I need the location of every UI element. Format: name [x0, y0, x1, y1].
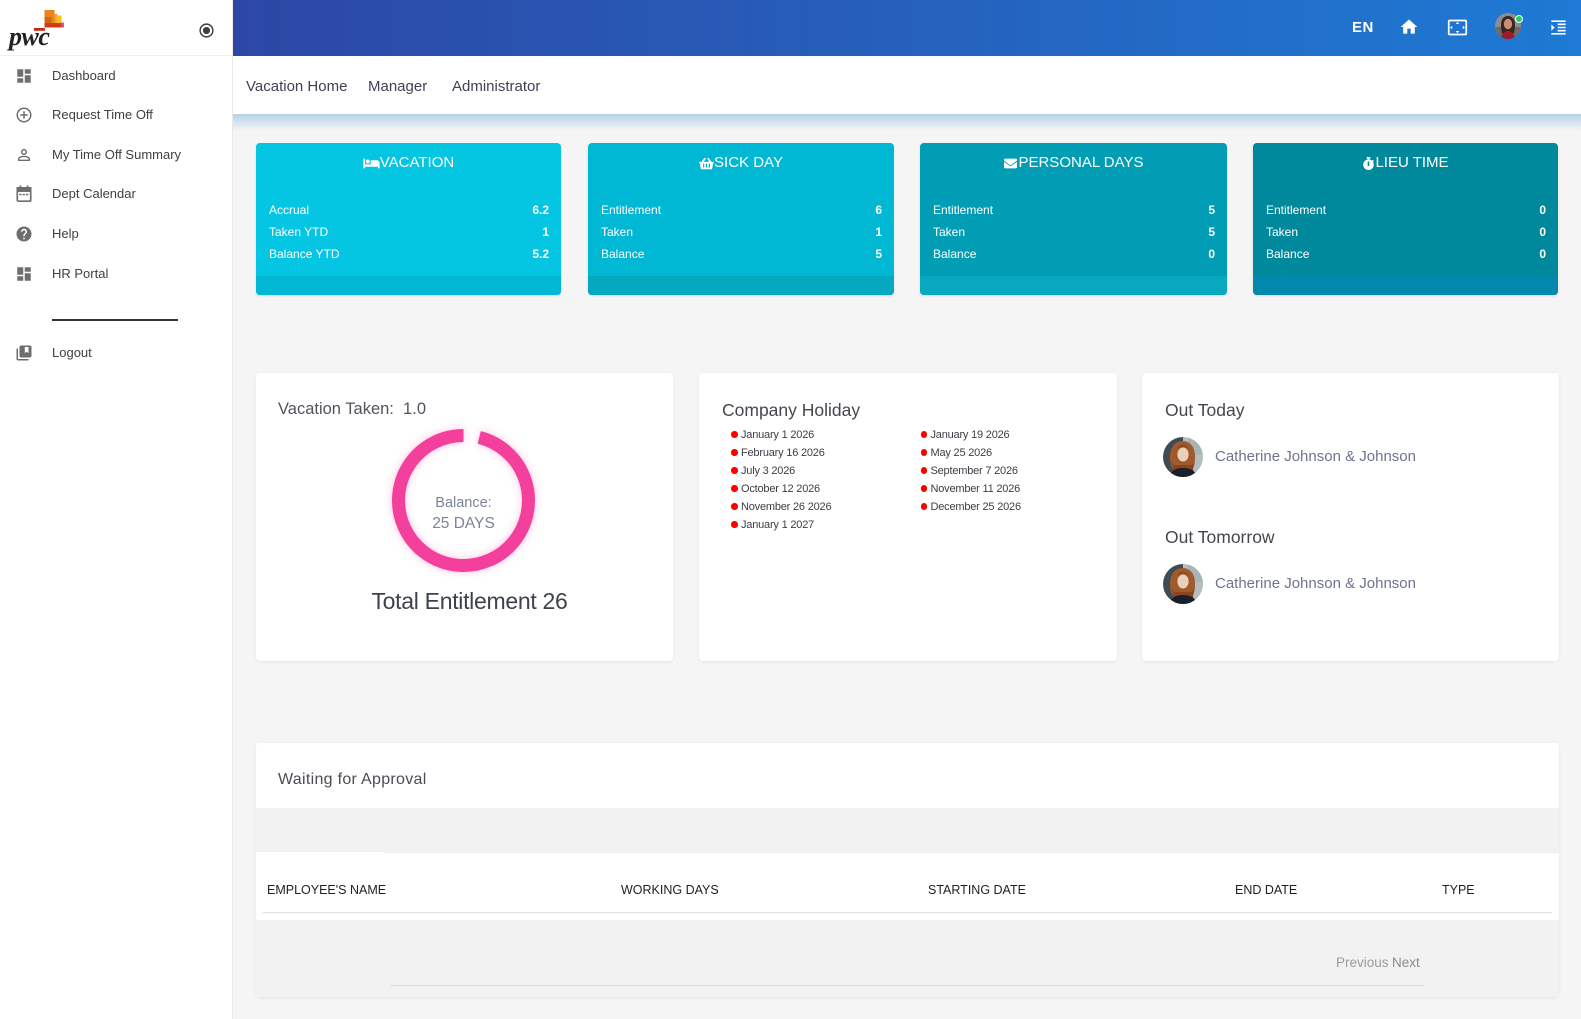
svg-text:Balance:: Balance: [435, 495, 491, 511]
svg-text:25 DAYS: 25 DAYS [432, 515, 495, 532]
